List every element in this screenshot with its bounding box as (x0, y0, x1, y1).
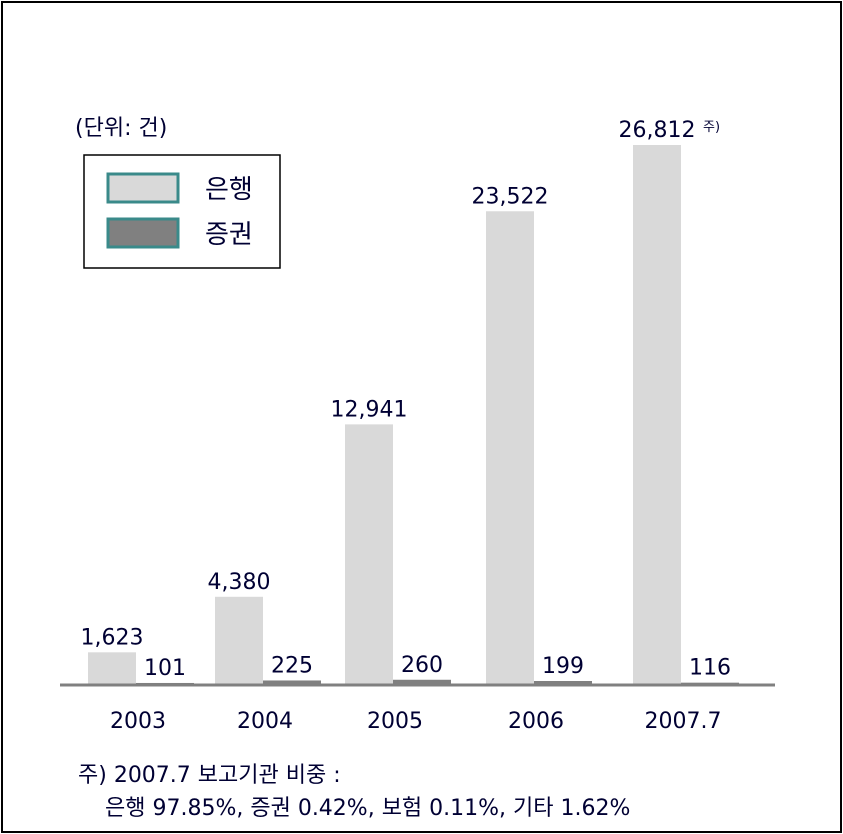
data-label: 260 (401, 653, 443, 678)
bar (633, 145, 681, 685)
footnote: 은행 97.85%, 증권 0.42%, 보험 0.11%, 기타 1.62% (105, 796, 630, 821)
bar (215, 596, 263, 685)
unit-label: (단위: 건) (75, 116, 167, 141)
data-label: 26,812 (619, 118, 696, 143)
data-label: 4,380 (208, 570, 271, 595)
x-tick-label: 2004 (237, 709, 293, 734)
data-label: 23,522 (472, 184, 549, 209)
bar (88, 652, 136, 685)
legend-box (83, 154, 281, 269)
bar (345, 424, 393, 685)
data-label: 199 (542, 654, 584, 679)
x-tick-label: 2007.7 (645, 709, 722, 734)
legend-label: 증권 (205, 220, 253, 250)
bar (486, 211, 534, 685)
legend-swatch (106, 172, 180, 204)
footnote: 주) 2007.7 보고기관 비중 : (78, 763, 341, 788)
x-tick-label: 2005 (367, 709, 423, 734)
legend-swatch (106, 217, 180, 249)
legend-label: 은행 (205, 175, 253, 205)
data-label: 116 (689, 656, 731, 681)
data-label: 1,623 (81, 625, 144, 650)
bar (263, 680, 321, 685)
data-label: 101 (144, 656, 186, 681)
data-label: 12,941 (331, 397, 408, 422)
bar (393, 679, 451, 685)
bar (534, 680, 592, 685)
x-tick-label: 2006 (508, 709, 564, 734)
data-label: 225 (271, 653, 313, 678)
x-tick-label: 2003 (110, 709, 166, 734)
annotation: 주) (703, 120, 720, 135)
